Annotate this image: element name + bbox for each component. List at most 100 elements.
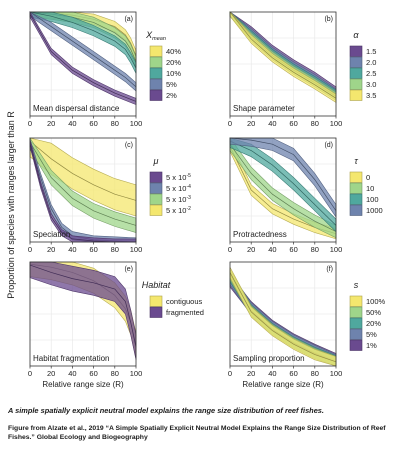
x-tick-label: 20 <box>247 245 255 254</box>
panel-letter: (b) <box>324 16 333 23</box>
legend-swatch <box>349 204 363 216</box>
legend-label: 2% <box>166 91 177 100</box>
legend-swatch <box>349 182 363 194</box>
panel-letter: (a) <box>124 16 133 23</box>
x-tick-label: 80 <box>311 369 319 378</box>
legend-label-exp: -2 <box>186 206 191 212</box>
x-tick-label: 60 <box>289 369 297 378</box>
panel-frame <box>229 261 337 367</box>
x-axis-label: Relative range size (R) <box>242 380 324 389</box>
x-tick-label: 80 <box>111 369 119 378</box>
y-axis-label: Proportion of species with ranges larger… <box>6 111 16 299</box>
legend-title-sub: mean <box>152 36 166 42</box>
figure: Proportion of species with ranges larger… <box>6 10 386 389</box>
legend-swatch <box>149 45 163 57</box>
panel-title: Protractedness <box>233 230 287 239</box>
x-tick-label: 0 <box>28 119 32 128</box>
x-axis-label: Relative range size (R) <box>42 380 124 389</box>
legend-swatch <box>349 67 363 79</box>
x-tick-label: 100 <box>130 369 143 378</box>
legend-label: 5% <box>166 80 177 89</box>
legend-label: 5% <box>366 330 377 339</box>
legend-swatch <box>349 56 363 68</box>
legend-label-exp: -5 <box>186 173 191 179</box>
panel-b: 0 20 40 60 80 100 (b) Shape parameter α 1.5 2.0 2.5… <box>228 11 376 128</box>
legend-label: 100% <box>366 297 386 306</box>
legend-swatch <box>349 328 363 340</box>
x-tick-label: 40 <box>268 119 276 128</box>
x-tick-label: 100 <box>130 119 143 128</box>
x-tick-label: 80 <box>111 245 119 254</box>
legend-swatch <box>349 193 363 205</box>
legend-label: 1000 <box>366 206 383 215</box>
x-tick-label: 20 <box>47 119 55 128</box>
panel-a: 0 20 40 60 80 100 (a) Mean dispersal distance Xm… <box>28 10 181 128</box>
legend-label: 3.5 <box>366 91 376 100</box>
panel-e: 0 20 40 60 80 100 Relative range size (R) (e) Ha… <box>28 261 204 389</box>
legend-swatch <box>349 306 363 318</box>
legend-swatch <box>149 295 163 307</box>
legend-title: α <box>353 30 359 40</box>
legend-swatch <box>149 182 163 194</box>
x-tick-label: 20 <box>247 369 255 378</box>
x-tick-label: 80 <box>111 119 119 128</box>
x-tick-label: 0 <box>228 369 232 378</box>
legend-swatch <box>149 204 163 216</box>
x-tick-label: 60 <box>89 369 97 378</box>
legend-swatch <box>149 89 163 101</box>
series-line <box>229 143 337 232</box>
legend-label: 0 <box>366 173 370 182</box>
x-tick-label: 40 <box>68 369 76 378</box>
legend-swatch <box>349 171 363 183</box>
x-tick-label: 40 <box>68 245 76 254</box>
legend-label: 2.0 <box>366 58 376 67</box>
series-line <box>229 140 337 226</box>
legend-label: 5 x 10-5 <box>166 173 191 182</box>
legend-title: s <box>354 280 359 290</box>
panel-letter: (f) <box>326 266 333 273</box>
legend-label: 3.0 <box>366 80 376 89</box>
x-tick-label: 20 <box>247 119 255 128</box>
x-tick-label: 100 <box>330 119 343 128</box>
panel-title: Sampling proportion <box>233 354 305 363</box>
panel-title: Mean dispersal distance <box>33 104 120 113</box>
panel-frame <box>29 11 137 117</box>
x-tick-label: 0 <box>28 245 32 254</box>
series-line <box>29 13 137 102</box>
panel-title: Speciation <box>33 230 70 239</box>
panel-letter: (c) <box>125 142 133 149</box>
legend-swatch <box>149 171 163 183</box>
x-tick-label: 100 <box>130 245 143 254</box>
legend-label: 10 <box>366 184 374 193</box>
x-tick-label: 0 <box>228 245 232 254</box>
legend-label-exp: -4 <box>186 184 191 190</box>
legend-swatch <box>149 67 163 79</box>
legend-label: 1.5 <box>366 47 376 56</box>
x-tick-label: 20 <box>47 245 55 254</box>
legend-label: 100 <box>366 195 379 204</box>
legend-label: 20% <box>366 319 381 328</box>
series-line <box>29 11 137 69</box>
legend-label: 50% <box>366 308 381 317</box>
legend-title: τ <box>354 156 358 166</box>
legend-label: 5 x 10-2 <box>166 206 191 215</box>
x-tick-label: 80 <box>311 119 319 128</box>
legend-title: μ <box>153 156 159 166</box>
legend-label: 5 x 10-3 <box>166 195 191 204</box>
legend-swatch <box>349 339 363 351</box>
x-tick-label: 60 <box>289 119 297 128</box>
panel-frame <box>29 137 137 243</box>
x-tick-label: 40 <box>268 369 276 378</box>
legend-swatch <box>149 78 163 90</box>
panel-f: 0 20 40 60 80 100 Relative range size (R) (f) Sa… <box>228 261 386 389</box>
panel-title: Habitat fragmentation <box>33 354 110 363</box>
legend-swatch <box>349 78 363 90</box>
panel-letter: (e) <box>124 266 133 273</box>
series-line <box>29 11 137 88</box>
x-tick-label: 80 <box>311 245 319 254</box>
legend-label-exp: -3 <box>186 195 191 201</box>
legend-label: 5 x 10-4 <box>166 184 191 193</box>
series-line <box>229 11 337 99</box>
caption-source: Figure from Alzate et al., 2019 “A Simpl… <box>8 425 386 441</box>
